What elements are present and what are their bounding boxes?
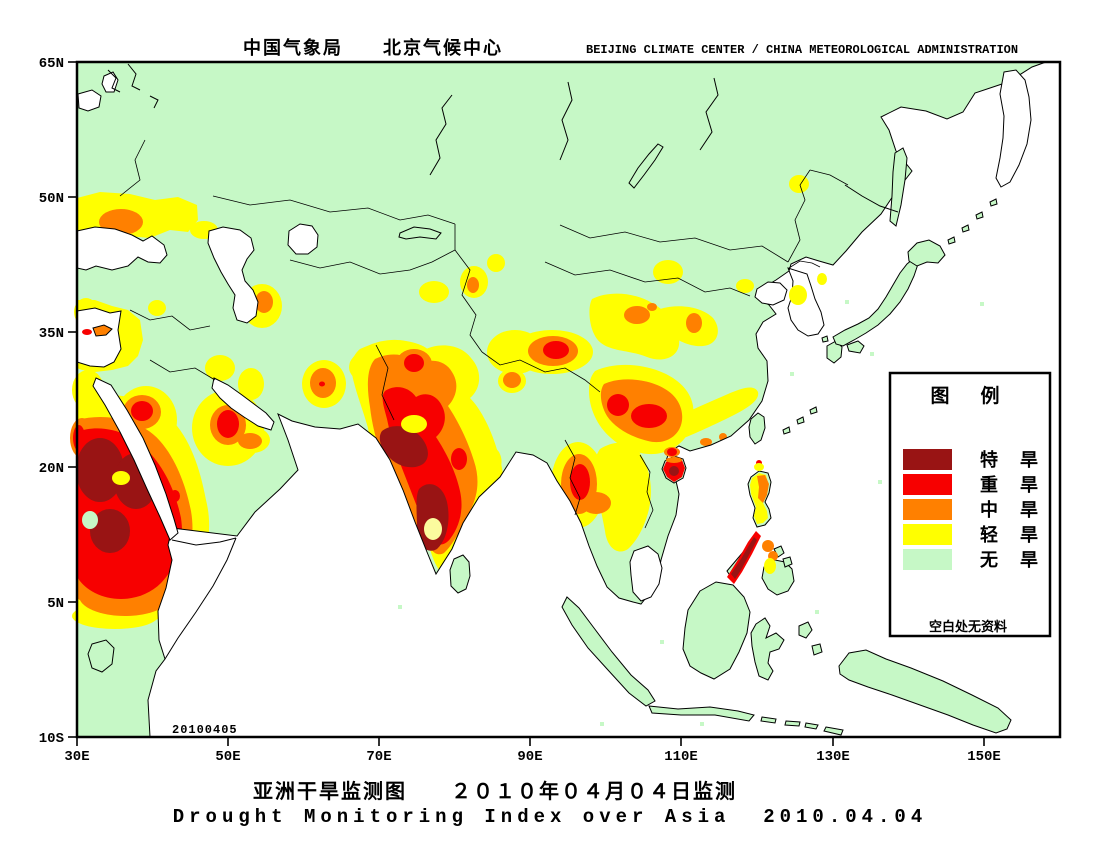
y-tick-label: 5N: [47, 596, 64, 612]
x-tick-label: 110E: [664, 749, 698, 765]
header-title-english: BEIJING CLIMATE CENTER / CHINA METEOROLO…: [586, 43, 1019, 57]
y-tick-label: 20N: [39, 461, 64, 477]
y-tick-label: 50N: [39, 191, 64, 207]
legend-item-label: 无 旱: [980, 550, 1040, 570]
legend-item-label: 特 旱: [980, 449, 1040, 470]
legend-swatch: [903, 474, 952, 495]
y-axis-ticks: 65N 50N 35N 20N 5N 10S: [39, 56, 77, 747]
map-frame-group: 65N 50N 35N 20N 5N 10S 30E 50E 70E 90E 1…: [39, 56, 1062, 765]
line-work-layer: [87, 63, 899, 673]
x-tick-label: 30E: [64, 749, 89, 765]
water-layer: [76, 61, 1061, 738]
y-tick-label: 10S: [39, 731, 64, 747]
legend-swatch: [903, 499, 952, 520]
legend-item-label: 重 旱: [980, 474, 1040, 495]
x-tick-label: 130E: [816, 749, 850, 765]
x-tick-label: 50E: [215, 749, 240, 765]
map-frame: [75, 60, 1062, 739]
x-tick-label: 90E: [517, 749, 542, 765]
y-tick-label: 65N: [39, 56, 64, 72]
island-layer: [82, 69, 1032, 736]
legend-note: 空白处无资料: [929, 619, 1007, 634]
legend-swatch: [903, 449, 952, 470]
map-date-stamp: 20100405: [172, 723, 238, 737]
legend-swatch: [903, 549, 952, 570]
y-tick-label: 35N: [39, 326, 64, 342]
header-title-chinese: 中国气象局 北京气候中心: [243, 38, 503, 58]
footer-caption-chinese: 亚洲干旱监测图 ２０１０年０４月０４日监测: [253, 781, 737, 803]
legend-swatch: [903, 524, 952, 545]
footer-caption-english: Drought Monitoring Index over Asia 2010.…: [172, 806, 928, 828]
legend: 图 例 特 旱 重 旱 中 旱 轻 旱 无 旱 空白处无资料: [888, 371, 1052, 638]
x-tick-label: 150E: [967, 749, 1001, 765]
x-axis-ticks: 30E 50E 70E 90E 110E 130E 150E: [64, 737, 1001, 765]
legend-item-label: 中 旱: [980, 499, 1040, 520]
legend-item-label: 轻 旱: [980, 524, 1040, 545]
x-tick-label: 70E: [366, 749, 391, 765]
legend-title: 图 例: [930, 384, 1005, 407]
